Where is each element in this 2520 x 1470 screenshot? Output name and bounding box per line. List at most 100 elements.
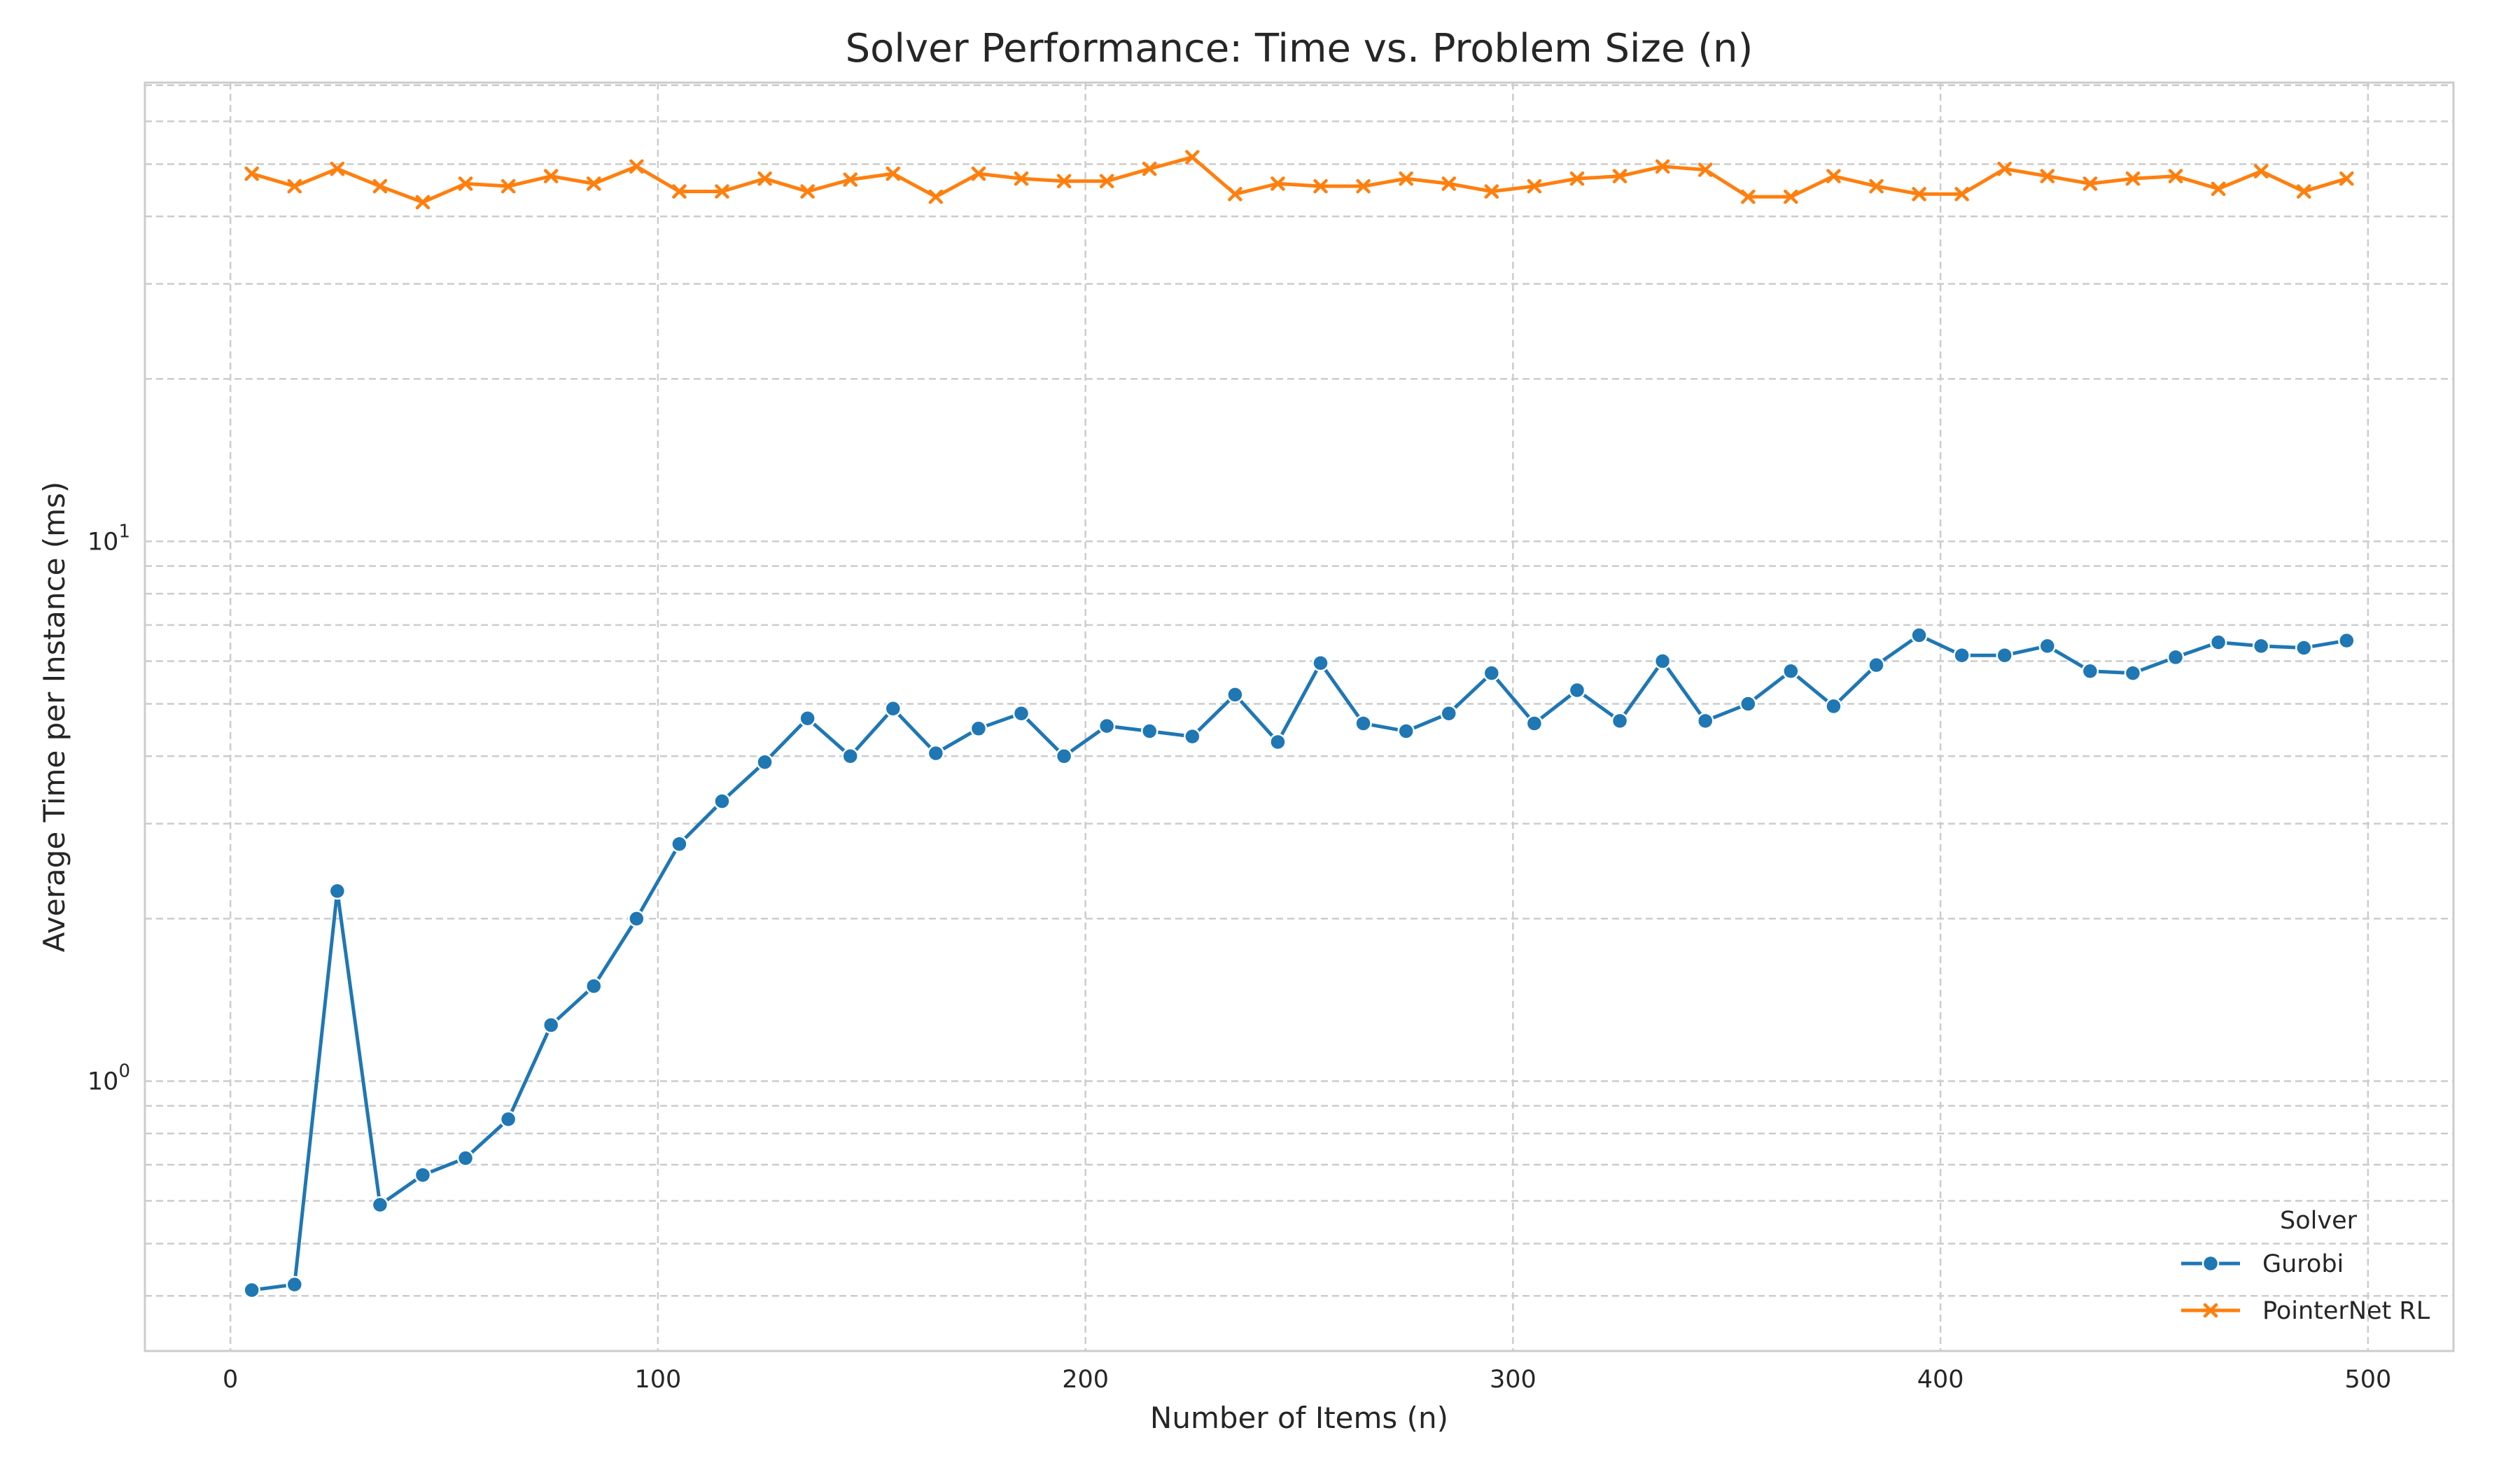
data-point-gurobi	[1269, 733, 1287, 751]
data-point-pointernet-rl	[2125, 171, 2141, 186]
data-point-pointernet-rl	[1313, 178, 1328, 194]
series-pointernet-rl	[244, 150, 2354, 210]
data-point-gurobi	[1312, 654, 1329, 672]
data-point-gurobi	[1098, 717, 1116, 735]
marker-stroke	[2040, 169, 2055, 183]
plot-frame	[144, 81, 2455, 1352]
marker-stroke	[244, 166, 259, 181]
data-point-gurobi	[1782, 662, 1800, 680]
marker-stroke	[1142, 161, 1157, 176]
marker-stroke	[458, 176, 473, 191]
data-point-gurobi	[2209, 634, 2227, 651]
marker-stroke	[1356, 178, 1371, 194]
marker-stroke	[2082, 176, 2098, 191]
data-point-gurobi	[286, 1275, 304, 1294]
data-point-pointernet-rl	[1698, 162, 1713, 177]
data-point-gurobi	[1483, 664, 1501, 682]
data-point-pointernet-rl	[330, 161, 345, 176]
marker-stroke	[2253, 164, 2269, 178]
marker-stroke	[1441, 176, 1457, 191]
data-point-pointernet-rl	[1185, 150, 1200, 164]
data-point-pointernet-rl	[1399, 171, 1413, 186]
data-point-pointernet-rl	[1612, 169, 1628, 183]
data-point-pointernet-rl	[1954, 187, 1969, 202]
data-point-gurobi	[1868, 656, 1885, 674]
legend-entries: Gurobi PointerNet RL	[2181, 1250, 2430, 1325]
data-point-gurobi	[927, 744, 945, 762]
marker-stroke	[2125, 171, 2141, 186]
x-axis-ticks: 0 100 200 300 400 500	[223, 1366, 2391, 1394]
data-point-pointernet-rl	[2168, 169, 2183, 183]
data-point-pointernet-rl	[800, 184, 815, 199]
data-point-gurobi	[371, 1196, 389, 1214]
marker-stroke	[1741, 189, 1756, 204]
x-tick-label: 300	[1490, 1366, 1536, 1394]
marker-stroke	[1569, 171, 1585, 186]
marker-stroke	[928, 189, 944, 204]
data-point-gurobi	[884, 700, 902, 718]
legend-entry-gurobi: Gurobi	[2181, 1250, 2344, 1278]
data-point-gurobi	[1910, 626, 1928, 644]
data-point-pointernet-rl	[2040, 169, 2055, 183]
data-point-pointernet-rl	[757, 171, 772, 186]
data-point-gurobi	[671, 835, 688, 853]
marker-stroke	[843, 172, 858, 187]
marker-stroke	[1099, 174, 1114, 189]
data-point-pointernet-rl	[287, 178, 302, 194]
marker-stroke	[1784, 189, 1798, 204]
data-point-gurobi	[328, 882, 346, 900]
data-point-gurobi	[2081, 662, 2099, 680]
marker-stroke	[587, 176, 601, 191]
data-point-gurobi	[2295, 639, 2313, 657]
data-point-pointernet-rl	[500, 178, 516, 194]
data-point-gurobi	[1354, 715, 1372, 732]
marker-stroke	[1056, 174, 1072, 189]
data-point-gurobi	[2166, 648, 2185, 666]
y-tick-label: 100	[88, 1060, 130, 1096]
data-point-gurobi	[585, 977, 603, 995]
legend-title: Solver	[2280, 1207, 2358, 1235]
x-tick-label: 400	[1917, 1366, 1964, 1394]
data-point-pointernet-rl	[1099, 174, 1114, 189]
data-point-pointernet-rl	[1228, 187, 1242, 202]
data-point-pointernet-rl	[587, 176, 601, 191]
data-point-gurobi	[1568, 681, 1586, 699]
marker-stroke	[2211, 181, 2226, 196]
data-point-gurobi	[1696, 712, 1714, 730]
marker-stroke	[1655, 159, 1670, 174]
data-point-pointernet-rl	[1527, 178, 1542, 194]
marker-stroke	[1270, 176, 1285, 191]
data-point-gurobi	[1055, 747, 1073, 765]
y-axis-ticks: 100 101	[88, 521, 130, 1096]
marker-stroke	[372, 178, 388, 194]
data-point-pointernet-rl	[244, 166, 259, 181]
marker-stroke	[1612, 169, 1628, 183]
data-point-pointernet-rl	[2082, 176, 2098, 191]
series-layer	[243, 150, 2356, 1299]
marker-stroke	[1826, 169, 1841, 183]
marker-stroke	[757, 171, 772, 186]
data-point-gurobi	[2124, 664, 2142, 682]
data-point-pointernet-rl	[1056, 174, 1072, 189]
marker-stroke	[543, 169, 559, 183]
data-point-gurobi	[2038, 637, 2057, 655]
data-point-pointernet-rl	[715, 184, 729, 199]
data-point-pointernet-rl	[1869, 178, 1884, 194]
data-point-pointernet-rl	[458, 176, 473, 191]
marker-stroke	[1014, 171, 1029, 186]
x-tick-label: 500	[2344, 1366, 2391, 1394]
data-point-gurobi	[542, 1016, 560, 1034]
data-point-gurobi	[1397, 722, 1415, 740]
marker-stroke	[1185, 150, 1200, 164]
data-point-pointernet-rl	[2211, 181, 2226, 196]
legend-entry-pointernet-rl: PointerNet RL	[2181, 1297, 2430, 1325]
marker-stroke	[1399, 171, 1413, 186]
data-point-pointernet-rl	[2253, 164, 2269, 178]
marker-stroke	[1313, 178, 1328, 194]
series-gurobi	[243, 626, 2356, 1299]
data-point-pointernet-rl	[1655, 159, 1670, 174]
marker-stroke	[330, 161, 345, 176]
data-point-pointernet-rl	[1356, 178, 1371, 194]
